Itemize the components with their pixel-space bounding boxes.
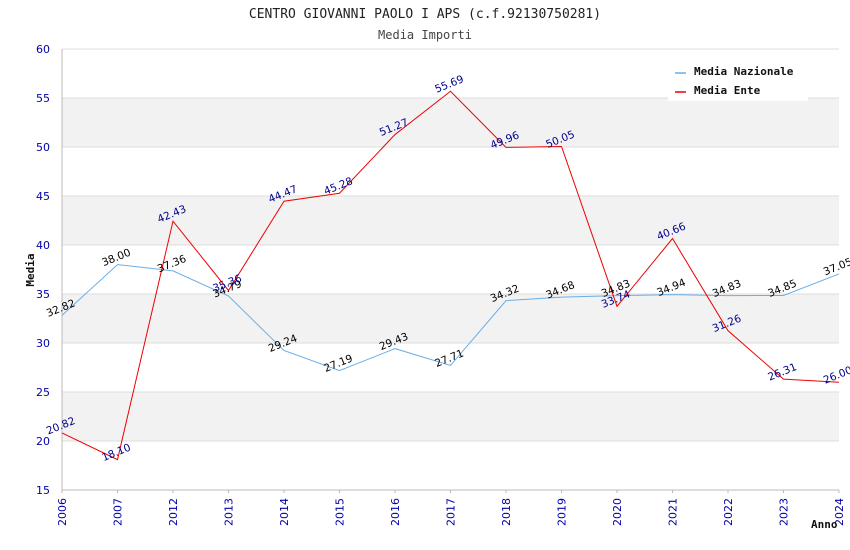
- y-tick-label: 50: [36, 141, 50, 154]
- plot-band: [62, 98, 839, 147]
- y-tick-label: 25: [36, 386, 50, 399]
- data-label: 27.19: [322, 353, 354, 375]
- x-tick-label: 2017: [445, 498, 458, 526]
- y-tick-label: 45: [36, 190, 50, 203]
- x-axis-label: Anno: [811, 518, 838, 531]
- x-tick-label: 2014: [278, 498, 291, 526]
- x-tick-label: 2021: [667, 498, 680, 526]
- series-lines: [61, 90, 840, 461]
- y-tick-label: 35: [36, 288, 50, 301]
- x-tick-label: 2013: [223, 498, 236, 526]
- x-tick-label: 2016: [389, 498, 402, 526]
- x-tick-label: 2023: [778, 498, 791, 526]
- series-line-media-ente: [61, 90, 840, 461]
- y-tick-labels: 15 20 25 30 35 40 45 50 55 60: [36, 43, 50, 497]
- data-label: 27.71: [433, 347, 465, 369]
- y-tick-label: 20: [36, 435, 50, 448]
- y-tick-label: 15: [36, 484, 50, 497]
- data-label: 37.36: [156, 253, 189, 276]
- x-tick-label: 2020: [611, 498, 624, 526]
- x-tick-label: 2019: [556, 498, 569, 526]
- y-tick-label: 60: [36, 43, 50, 56]
- legend-label-media-nazionale: Media Nazionale: [694, 65, 794, 78]
- y-tick-label: 40: [36, 239, 50, 252]
- data-label: 26.00: [822, 364, 850, 386]
- legend: Media Nazionale Media Ente: [668, 60, 808, 101]
- y-axis-label: Media: [24, 253, 37, 286]
- data-label: 45.28: [322, 175, 354, 197]
- plot-band: [62, 196, 839, 245]
- plot-band: [62, 392, 839, 441]
- gridlines: [62, 48, 839, 491]
- plot-background-bands: [62, 98, 839, 441]
- chart-subtitle: Media Importi: [378, 28, 472, 42]
- x-tick-label: 2012: [167, 498, 180, 526]
- legend-box: [668, 60, 808, 101]
- data-label: 18.10: [100, 442, 132, 464]
- y-tick-label: 30: [36, 337, 50, 350]
- x-tick-label: 2007: [112, 498, 125, 526]
- x-tick-label: 2024: [833, 498, 846, 526]
- x-tick-label: 2022: [722, 498, 735, 526]
- x-tick-label: 2018: [500, 498, 513, 526]
- series-line-media-nazionale: [61, 264, 840, 372]
- chart-title: CENTRO GIOVANNI PAOLO I APS (c.f.9213075…: [249, 7, 601, 22]
- x-tick-label: 2015: [334, 498, 347, 526]
- plot-band: [62, 294, 839, 343]
- y-tick-label: 55: [36, 92, 50, 105]
- x-tick-labels: 2006 2007 2012 2013 2014 2015 2016 2017 2018 2019…: [56, 490, 846, 526]
- legend-label-media-ente: Media Ente: [694, 84, 761, 97]
- x-tick-label: 2006: [56, 498, 69, 526]
